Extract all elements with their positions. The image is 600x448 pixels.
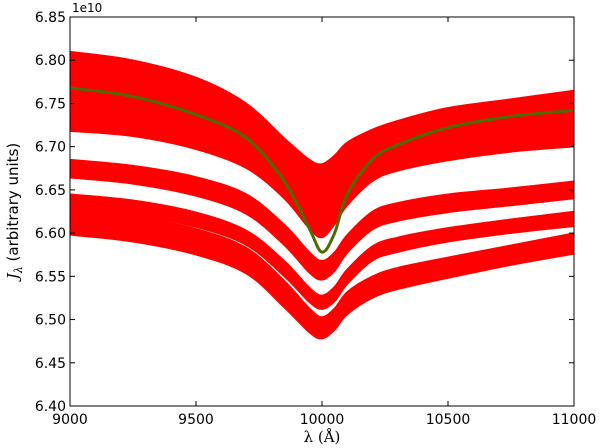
y-axis-label-rest: (arbitrary units) (4, 143, 22, 266)
y-tick-label: 6.55 (35, 269, 66, 285)
x-tick-label: 10000 (300, 412, 345, 428)
x-tick-label: 11000 (552, 412, 597, 428)
x-axis-label: λ (Å) (304, 428, 341, 446)
y-tick-label: 6.65 (35, 183, 66, 199)
band-3 (70, 193, 574, 310)
y-tick-label: 6.50 (35, 313, 66, 329)
x-tick-label: 9000 (52, 412, 88, 428)
y-tick-label: 6.70 (35, 140, 66, 156)
series-layer (70, 86, 574, 254)
y-axis-label: Jλ (arbitrary units) (4, 143, 25, 282)
y-axis-label-main: J (4, 272, 22, 282)
y-tick-label: 6.40 (35, 399, 66, 415)
ticks-layer: 9000 9500 10000 10500 11000 6.40 6.45 6.50 6.55 6… (35, 10, 596, 428)
y-tick-label: 6.80 (35, 53, 66, 69)
band-4 (70, 208, 574, 340)
x-tick-label: 9500 (178, 412, 214, 428)
y-axis-label-sub: λ (12, 266, 25, 274)
y-tick-label: 6.60 (35, 226, 66, 242)
y-tick-label: 6.45 (35, 356, 66, 372)
band-1 (70, 50, 574, 239)
band-2 (70, 158, 574, 281)
x-tick-label: 10500 (426, 412, 471, 428)
y-offset-label: 1e10 (72, 1, 102, 15)
bands-layer (70, 50, 574, 340)
series-line-1 (70, 86, 574, 254)
y-tick-label: 6.85 (35, 10, 66, 26)
y-tick-label: 6.75 (35, 96, 66, 112)
